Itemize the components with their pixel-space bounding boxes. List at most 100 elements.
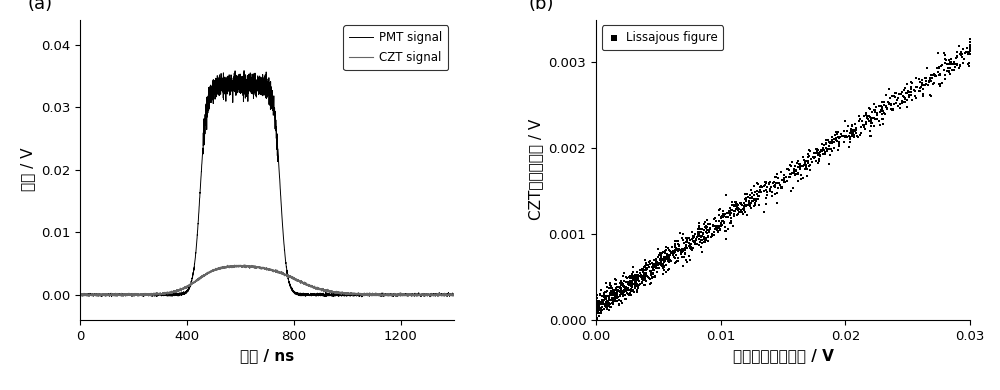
Lissajous figure (589, 300, 605, 307)
Lissajous figure (887, 90, 903, 96)
Lissajous figure (617, 286, 633, 292)
Lissajous figure (615, 284, 631, 290)
Lissajous figure (621, 280, 637, 286)
Lissajous figure (622, 289, 638, 296)
CZT signal (317, 287, 329, 292)
Lissajous figure (772, 183, 788, 189)
Lissajous figure (593, 307, 609, 314)
Lissajous figure (925, 81, 941, 87)
Lissajous figure (912, 79, 928, 85)
Lissajous figure (908, 74, 924, 81)
Lissajous figure (881, 86, 897, 92)
Lissajous figure (624, 275, 640, 281)
Lissajous figure (827, 132, 843, 138)
Lissajous figure (928, 73, 944, 79)
Lissajous figure (686, 233, 702, 239)
Lissajous figure (596, 297, 612, 303)
Lissajous figure (594, 297, 610, 303)
Lissajous figure (886, 101, 902, 107)
Lissajous figure (836, 128, 852, 134)
Lissajous figure (621, 280, 637, 286)
Lissajous figure (602, 292, 618, 298)
Lissajous figure (942, 59, 958, 65)
Lissajous figure (592, 306, 608, 312)
Lissajous figure (613, 282, 629, 288)
Lissajous figure (908, 84, 924, 90)
Lissajous figure (648, 258, 664, 264)
Lissajous figure (921, 79, 937, 85)
Lissajous figure (874, 111, 890, 117)
Lissajous figure (904, 80, 920, 86)
Lissajous figure (876, 99, 892, 105)
Lissajous figure (941, 57, 957, 64)
Lissajous figure (684, 246, 700, 252)
Lissajous figure (752, 184, 768, 190)
Lissajous figure (844, 123, 860, 129)
Lissajous figure (867, 106, 883, 113)
Lissajous figure (705, 232, 721, 238)
Lissajous figure (716, 220, 732, 226)
Lissajous figure (636, 275, 652, 281)
Lissajous figure (610, 287, 626, 293)
Lissajous figure (954, 51, 970, 57)
Lissajous figure (933, 63, 949, 69)
Lissajous figure (794, 163, 810, 169)
Lissajous figure (608, 294, 624, 300)
Lissajous figure (853, 129, 869, 136)
Lissajous figure (863, 120, 879, 126)
Lissajous figure (718, 191, 734, 198)
Lissajous figure (628, 282, 644, 288)
Lissajous figure (646, 257, 662, 264)
Lissajous figure (742, 195, 758, 201)
Lissajous figure (606, 290, 622, 296)
Lissajous figure (901, 89, 917, 95)
Lissajous figure (818, 140, 834, 147)
Lissajous figure (927, 72, 943, 78)
Lissajous figure (671, 243, 687, 249)
Lissajous figure (906, 87, 922, 93)
Lissajous figure (591, 298, 607, 304)
Lissajous figure (923, 72, 939, 78)
Lissajous figure (635, 277, 651, 283)
Lissajous figure (683, 243, 699, 250)
Lissajous figure (748, 196, 764, 202)
Lissajous figure (863, 115, 879, 122)
Lissajous figure (639, 266, 655, 272)
Lissajous figure (736, 207, 752, 213)
Lissajous figure (595, 300, 611, 307)
Lissajous figure (613, 285, 629, 291)
Lissajous figure (703, 234, 719, 241)
Lissajous figure (961, 63, 977, 69)
Lissajous figure (797, 159, 813, 165)
Lissajous figure (704, 232, 720, 239)
Lissajous figure (681, 253, 697, 259)
Lissajous figure (864, 115, 880, 121)
Lissajous figure (589, 292, 605, 298)
Lissajous figure (730, 202, 746, 208)
Lissajous figure (844, 131, 860, 138)
Lissajous figure (601, 296, 617, 302)
Lissajous figure (743, 205, 759, 211)
Lissajous figure (636, 264, 652, 271)
Lissajous figure (962, 36, 978, 42)
Lissajous figure (691, 224, 707, 230)
Lissajous figure (932, 83, 948, 89)
Lissajous figure (949, 61, 965, 67)
Lissajous figure (733, 200, 749, 206)
Lissajous figure (943, 59, 959, 65)
Lissajous figure (599, 298, 615, 304)
Lissajous figure (655, 271, 671, 277)
Lissajous figure (739, 190, 755, 197)
Lissajous figure (647, 273, 663, 280)
Lissajous figure (618, 296, 634, 302)
Lissajous figure (767, 184, 783, 190)
CZT signal (353, 291, 365, 296)
Lissajous figure (767, 191, 783, 197)
Lissajous figure (679, 245, 695, 252)
Lissajous figure (627, 278, 643, 285)
Lissajous figure (594, 301, 610, 307)
Lissajous figure (640, 274, 656, 280)
Lissajous figure (757, 182, 773, 188)
Lissajous figure (691, 232, 707, 238)
Lissajous figure (888, 100, 904, 106)
